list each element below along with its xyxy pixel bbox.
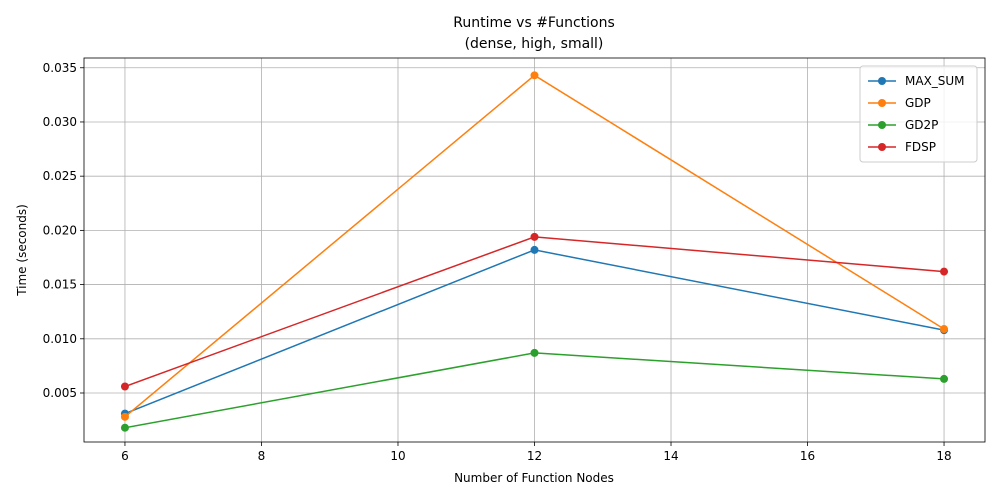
data-point [530,71,539,80]
y-tick-label: 0.030 [43,115,77,129]
data-point [120,423,129,432]
data-point [530,348,539,357]
data-point [120,412,129,421]
data-point [530,232,539,241]
series-gd2p [120,348,949,432]
data-point [120,382,129,391]
x-tick-label: 10 [390,449,405,463]
series-fdsp [120,232,949,391]
x-tick-label: 14 [663,449,678,463]
x-tick-label: 8 [258,449,266,463]
y-axis-label: Time (seconds) [15,204,29,297]
y-tick-label: 0.025 [43,169,77,183]
legend-box [859,65,978,163]
series-lines [120,71,949,432]
y-tick-label: 0.035 [43,61,77,75]
legend-swatch-marker [878,121,886,129]
x-axis-label: Number of Function Nodes [454,471,614,485]
y-tick-label: 0.010 [43,332,77,346]
legend-entry-label: GD2P [905,118,938,132]
data-point [530,245,539,254]
legend-swatch-marker [878,143,886,151]
data-point [940,325,949,334]
legend-swatch-marker [878,77,886,85]
x-tick-label: 6 [121,449,129,463]
legend-entry-label: GDP [905,96,931,110]
series-gdp [120,71,949,421]
x-tick-label: 16 [800,449,815,463]
data-point [940,374,949,383]
y-tick-label: 0.020 [43,223,77,237]
axis-ticks: 6 8 10 12 14 16 18 0.005 0.010 0.015 0.020 0.025 0.0… [43,61,952,463]
legend-swatch-marker [878,99,886,107]
data-point [940,267,949,276]
chart-subtitle: (dense, high, small) [465,36,604,52]
x-tick-label: 18 [936,449,951,463]
legend-entry-label: MAX_SUM [905,74,965,88]
chart-title: Runtime vs #Functions [453,15,615,31]
y-tick-label: 0.015 [43,278,77,292]
legend: MAX_SUM GDP GD2P FDSP [859,65,978,163]
grid-lines [84,58,985,442]
legend-entry-label: FDSP [905,140,936,154]
x-tick-label: 12 [527,449,542,463]
y-tick-label: 0.005 [43,386,77,400]
